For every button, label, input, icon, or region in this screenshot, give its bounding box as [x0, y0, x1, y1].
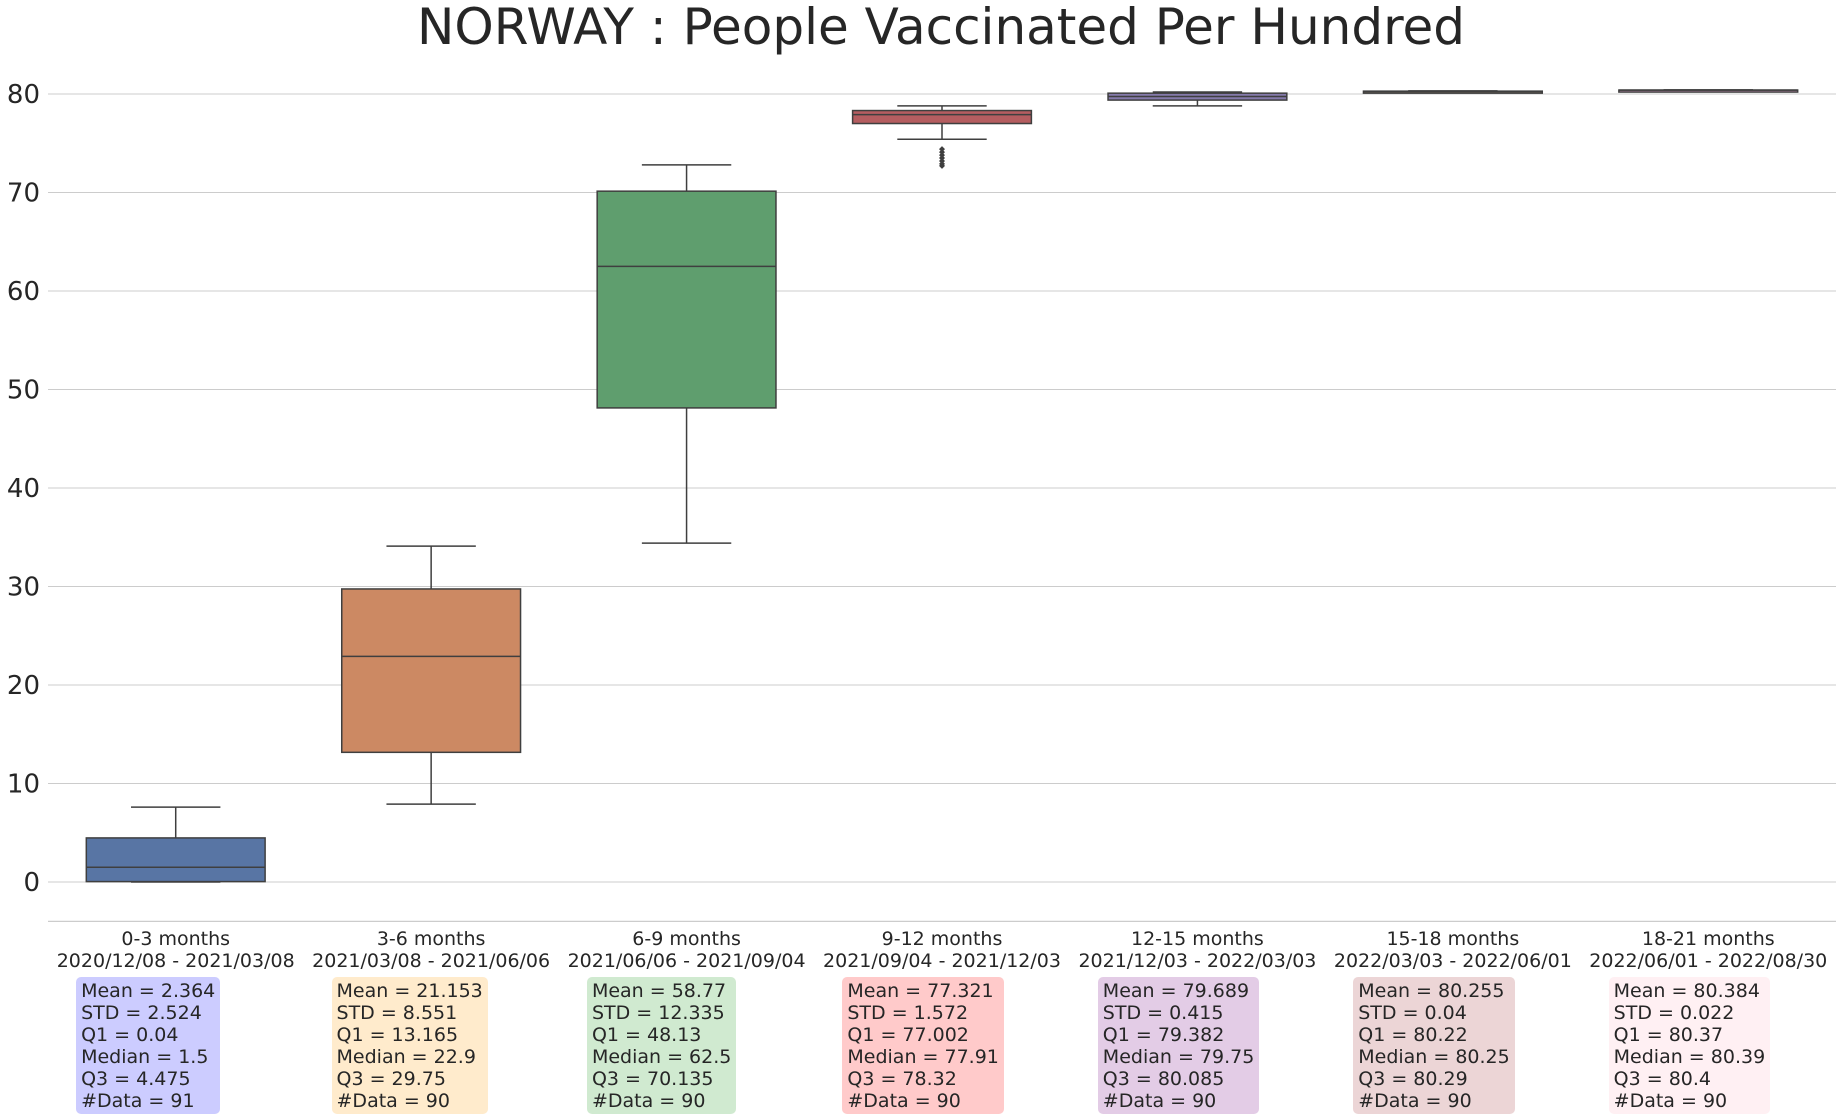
stats-line: Mean = 2.364 [81, 980, 216, 1002]
category-period-label: 3-6 months [377, 928, 486, 950]
category-period-label: 18-21 months [1642, 928, 1775, 950]
y-tick-label: 0 [23, 868, 40, 898]
stats-line: Mean = 77.321 [847, 980, 994, 1002]
stats-line: Q1 = 77.002 [847, 1024, 969, 1046]
stats-line: Q3 = 4.475 [81, 1068, 191, 1090]
y-tick-label: 10 [7, 770, 40, 800]
stats-line: Q1 = 80.37 [1613, 1024, 1724, 1046]
stats-line: Mean = 58.77 [591, 980, 727, 1002]
stats-line: Median = 22.9 [336, 1046, 476, 1068]
box-group [1618, 89, 1799, 93]
stats-line: Median = 1.5 [81, 1046, 209, 1068]
stats-line: #Data = 90 [336, 1090, 450, 1112]
stats-line: STD = 1.572 [847, 1002, 969, 1024]
stats-line: Q1 = 79.382 [1102, 1024, 1225, 1046]
stats-line: #Data = 90 [1613, 1090, 1728, 1112]
stats-line: #Data = 90 [847, 1090, 961, 1112]
box-iqr [596, 190, 777, 409]
category-period-label: 6-9 months [632, 928, 741, 950]
category-date-label: 2021/12/03 - 2022/03/03 [1078, 950, 1316, 972]
stats-line: Q3 = 80.29 [1358, 1068, 1468, 1090]
stats-annotation-box: Mean = 58.77 STD = 12.335 Q1 = 48.13 Median… [586, 977, 737, 1114]
stats-line: Mean = 80.255 [1358, 980, 1505, 1002]
category-date-label: 2020/12/08 - 2021/03/08 [57, 950, 295, 972]
y-tick-label: 40 [7, 474, 40, 504]
stats-line: Q3 = 80.085 [1102, 1068, 1225, 1090]
y-tick-label: 30 [7, 573, 40, 603]
stats-line: #Data = 91 [81, 1090, 195, 1112]
category-date-label: 2021/06/06 - 2021/09/04 [568, 950, 806, 972]
stats-line: Median = 77.91 [847, 1046, 999, 1068]
stats-line: Q3 = 70.135 [591, 1068, 714, 1090]
box-group [85, 806, 266, 883]
stats-line: Q3 = 78.32 [847, 1068, 957, 1090]
box-group [596, 164, 777, 544]
stats-annotation-box: Mean = 80.255 STD = 0.04 Q1 = 80.22 Median … [1353, 977, 1515, 1114]
category-date-label: 2021/09/04 - 2021/12/03 [823, 950, 1061, 972]
stats-line: Median = 79.75 [1102, 1046, 1255, 1068]
y-tick-label: 70 [7, 179, 40, 209]
box-iqr [340, 588, 522, 754]
stats-line: Mean = 80.384 [1613, 980, 1760, 1002]
y-axis-ticks: 0 10 20 30 40 50 60 70 80 [7, 80, 40, 898]
box-group [1362, 90, 1544, 94]
stats-annotation-box: Mean = 2.364 STD = 2.524 Q1 = 0.04 Median =… [76, 977, 221, 1114]
stats-line: #Data = 90 [1102, 1090, 1217, 1112]
stats-line: Q1 = 13.165 [336, 1024, 459, 1046]
y-tick-label: 20 [7, 671, 40, 701]
grid-lines [48, 93, 1836, 883]
stats-line: STD = 0.04 [1358, 1002, 1467, 1024]
stats-line: Mean = 21.153 [336, 980, 483, 1002]
stats-line: Median = 80.39 [1613, 1046, 1766, 1068]
stats-line: Median = 80.25 [1358, 1046, 1510, 1068]
stats-line: STD = 8.551 [336, 1002, 458, 1024]
stats-annotation-box: Mean = 80.384 STD = 0.022 Q1 = 80.37 Median… [1608, 977, 1771, 1114]
stats-line: STD = 0.415 [1102, 1002, 1224, 1024]
box-iqr [851, 109, 1033, 125]
outlier-point [939, 162, 945, 169]
category-date-label: 2022/03/03 - 2022/06/01 [1334, 950, 1572, 972]
chart-title: NORWAY : People Vaccinated Per Hundred [417, 0, 1465, 56]
stats-line: STD = 0.022 [1613, 1002, 1735, 1024]
y-tick-label: 60 [7, 277, 40, 307]
stats-line: Median = 62.5 [591, 1046, 732, 1068]
category-date-label: 2021/03/08 - 2021/06/06 [312, 950, 550, 972]
stats-annotation-box: Mean = 79.689 STD = 0.415 Q1 = 79.382 Media… [1097, 977, 1260, 1114]
stats-line: Q3 = 29.75 [336, 1068, 446, 1090]
box-group [340, 545, 522, 805]
box-iqr [85, 837, 266, 883]
category-period-label: 0-3 months [121, 928, 230, 950]
stats-line: STD = 12.335 [591, 1002, 725, 1024]
stats-line: #Data = 90 [1358, 1090, 1472, 1112]
category-period-label: 12-15 months [1131, 928, 1264, 950]
box-group [1107, 91, 1288, 107]
y-tick-label: 50 [7, 376, 40, 406]
stats-line: STD = 2.524 [81, 1002, 202, 1024]
stats-annotation-box: Mean = 21.153 STD = 8.551 Q1 = 13.165 Media… [331, 977, 488, 1114]
box-group [851, 105, 1033, 169]
stats-line: Q1 = 80.22 [1358, 1024, 1468, 1046]
y-tick-label: 80 [7, 80, 40, 110]
stats-line: Q1 = 48.13 [591, 1024, 702, 1046]
category-period-label: 9-12 months [882, 928, 1003, 950]
stats-line: Q1 = 0.04 [81, 1024, 179, 1046]
boxes [85, 89, 1799, 883]
stats-line: Q3 = 80.4 [1613, 1068, 1712, 1090]
category-date-label: 2022/06/01 - 2022/08/30 [1589, 950, 1827, 972]
stats-annotation-box: Mean = 77.321 STD = 1.572 Q1 = 77.002 Media… [842, 977, 1004, 1114]
stats-line: Mean = 79.689 [1102, 980, 1250, 1002]
stats-line: #Data = 90 [591, 1090, 706, 1112]
category-period-label: 15-18 months [1386, 928, 1519, 950]
